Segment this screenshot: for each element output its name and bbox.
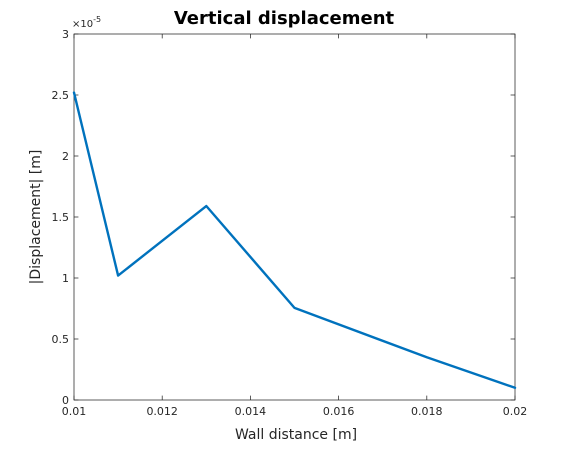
- y-tick-label: 3: [62, 28, 69, 41]
- series-line: [72, 91, 517, 389]
- y-tick-label: 1: [62, 272, 69, 285]
- y-tick-label: 0: [62, 394, 69, 407]
- plot-area: 0.01 0.012 0.014 0.016 0.018 0.02 0 0.5 1 1.5 2 2.5…: [52, 28, 528, 418]
- x-tick-label: 0.01: [62, 405, 87, 418]
- y-axis-label: |Displacement| [m]: [28, 150, 44, 285]
- x-tick-label: 0.016: [323, 405, 355, 418]
- x-tick-label: 0.014: [235, 405, 267, 418]
- chart-title: Vertical displacement: [174, 8, 395, 29]
- x-tick-label: 0.02: [503, 405, 528, 418]
- y-axis-multiplier-base: ×10: [72, 19, 93, 30]
- y-axis-multiplier-exponent: -5: [93, 15, 101, 24]
- y-tick-label: 2.5: [52, 89, 70, 102]
- y-tick-label: 0.5: [52, 333, 70, 346]
- x-tick-label: 0.012: [146, 405, 178, 418]
- y-tick-label: 1.5: [52, 211, 70, 224]
- x-axis-label: Wall distance [m]: [235, 427, 357, 443]
- x-tick-label: 0.018: [411, 405, 443, 418]
- y-axis-multiplier: ×10-5: [72, 15, 101, 30]
- y-tick-label: 2: [62, 150, 69, 163]
- plot-frame: [73, 33, 516, 401]
